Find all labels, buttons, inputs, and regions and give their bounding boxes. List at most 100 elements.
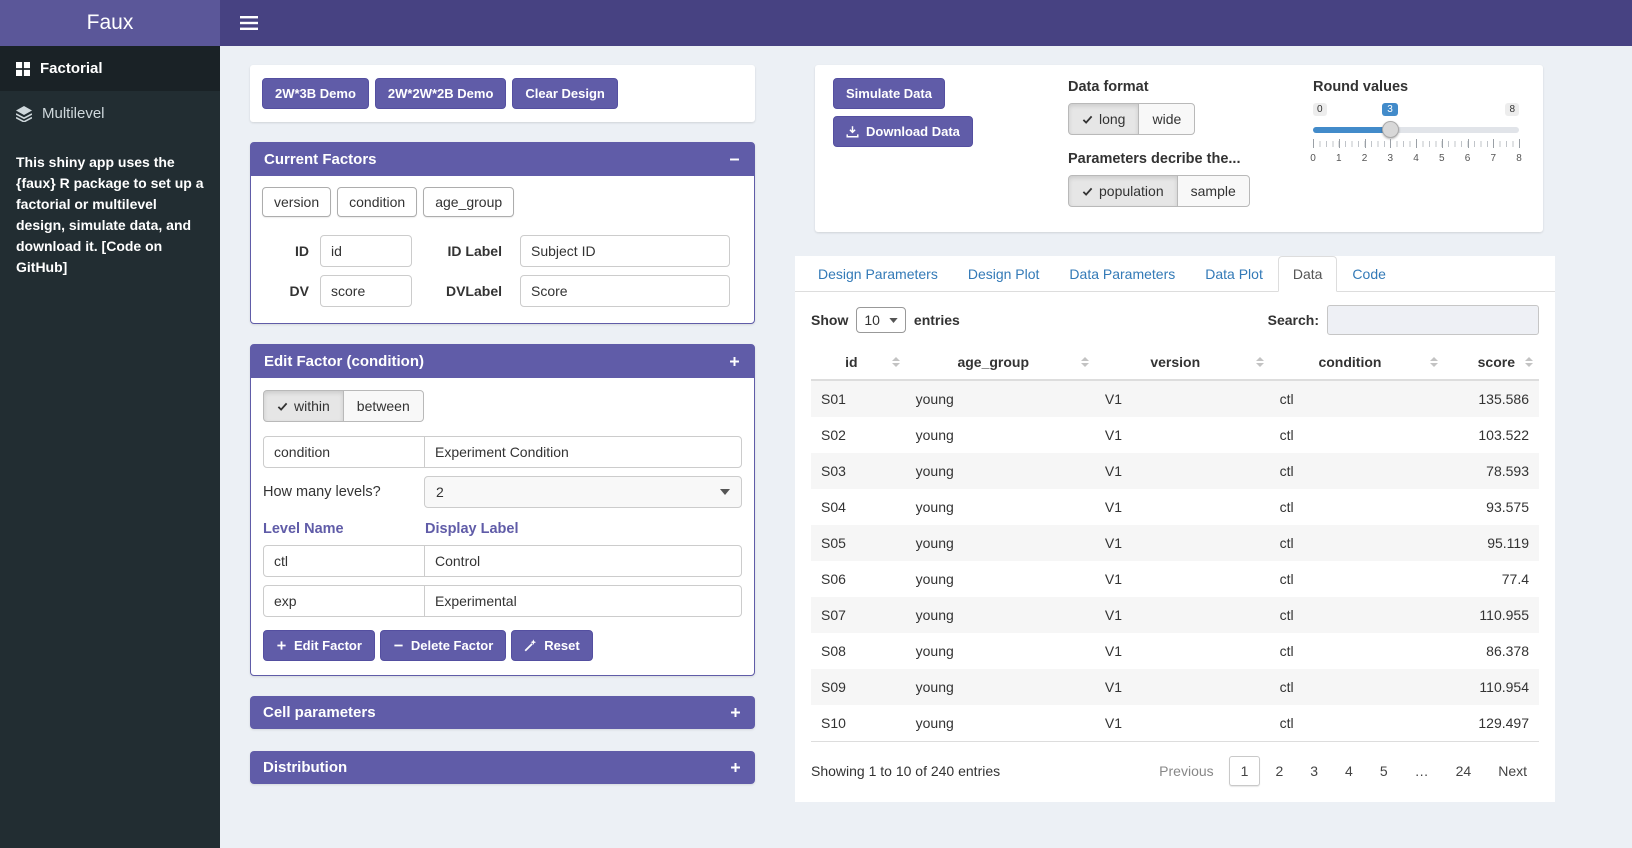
column-header-id[interactable]: id: [811, 345, 906, 381]
grid-icon: [16, 61, 30, 76]
table-controls: Show 10 entries Search:: [795, 292, 1555, 345]
slider-tick-label: 0: [1310, 153, 1316, 164]
cell-parameters-header[interactable]: Cell parameters: [250, 696, 755, 729]
collapse-minus-icon[interactable]: [728, 153, 741, 166]
demo-2w3b-button[interactable]: 2W*3B Demo: [262, 78, 369, 109]
tab-data-plot[interactable]: Data Plot: [1205, 266, 1263, 282]
clear-design-button[interactable]: Clear Design: [512, 78, 618, 109]
cell-condition: ctl: [1279, 679, 1294, 695]
collapse-plus-icon[interactable]: [728, 355, 741, 368]
panel-title: Edit Factor (condition): [264, 353, 424, 370]
tab-data-parameters[interactable]: Data Parameters: [1069, 266, 1176, 282]
brand-logo[interactable]: Faux: [0, 0, 220, 46]
sidebar-item-label: Factorial: [40, 60, 103, 77]
download-data-button[interactable]: Download Data: [833, 116, 973, 147]
current-factors-header[interactable]: Current Factors: [251, 143, 754, 176]
page-button-24[interactable]: 24: [1455, 763, 1472, 779]
cell-condition: ctl: [1279, 715, 1294, 731]
data-card: Design Parameters Design Plot Data Param…: [795, 256, 1555, 802]
tab-code[interactable]: Code: [1352, 266, 1386, 282]
levels-count-select[interactable]: 2: [423, 476, 742, 508]
id-label-input[interactable]: [520, 235, 730, 267]
cell-condition: ctl: [1279, 535, 1294, 551]
cell-score: 110.954: [1479, 679, 1529, 695]
level-1-label-input[interactable]: [424, 545, 742, 577]
column-header-score[interactable]: score: [1444, 345, 1539, 381]
collapse-plus-icon[interactable]: [729, 706, 742, 719]
delete-factor-button[interactable]: Delete Factor: [379, 630, 507, 661]
between-toggle[interactable]: between: [342, 390, 424, 422]
factor-chip[interactable]: condition: [337, 187, 418, 217]
search-label: Search:: [1267, 312, 1319, 328]
column-header-condition[interactable]: condition: [1269, 345, 1445, 381]
sidebar-toggle[interactable]: [240, 16, 258, 30]
sidebar-item-factorial[interactable]: Factorial: [0, 46, 220, 91]
menu-icon: [240, 16, 258, 30]
slider-track[interactable]: [1313, 127, 1519, 133]
page-button-5[interactable]: 5: [1379, 763, 1388, 779]
reset-button[interactable]: Reset: [511, 630, 593, 661]
tab-bar: Design Parameters Design Plot Data Param…: [795, 256, 1555, 292]
previous-page-button[interactable]: Previous: [1159, 763, 1214, 779]
pagination: Previous 1 2 3 4 5 … 24 Next: [1147, 756, 1539, 786]
wide-toggle[interactable]: wide: [1138, 103, 1196, 135]
tab-data[interactable]: Data: [1277, 256, 1338, 292]
levels-count-row: How many levels? 2: [263, 476, 742, 508]
table-header-row: id age_group version condition score: [811, 345, 1539, 381]
table-row: S05 young V1 ctl 95.119: [811, 525, 1539, 561]
parameters-describe-toggle: population sample: [1068, 175, 1250, 207]
toggle-label: within: [294, 398, 330, 414]
panel-title: Current Factors: [264, 151, 377, 168]
level-2-name-input[interactable]: [263, 585, 425, 617]
sort-icon: [1430, 357, 1439, 367]
table-row: S09 young V1 ctl 110.954: [811, 669, 1539, 705]
level-1-name-input[interactable]: [263, 545, 425, 577]
page-button-2[interactable]: 2: [1275, 763, 1284, 779]
id-input[interactable]: [320, 235, 412, 267]
cell-id: S02: [821, 427, 846, 443]
github-link[interactable]: [Code on GitHub]: [16, 238, 163, 275]
long-toggle[interactable]: long: [1068, 103, 1140, 135]
cell-version: V1: [1104, 643, 1123, 659]
next-page-button[interactable]: Next: [1498, 763, 1527, 779]
collapse-plus-icon[interactable]: [729, 761, 742, 774]
factor-label-input[interactable]: [424, 436, 742, 468]
level-2-label-input[interactable]: [424, 585, 742, 617]
demo-2w2w2b-button[interactable]: 2W*2W*2B Demo: [374, 78, 507, 109]
factor-name-input[interactable]: [263, 436, 425, 468]
population-toggle[interactable]: population: [1068, 175, 1178, 207]
sample-toggle[interactable]: sample: [1176, 175, 1250, 207]
cell-condition: ctl: [1279, 499, 1294, 515]
distribution-header[interactable]: Distribution: [250, 751, 755, 784]
page-button-1[interactable]: 1: [1228, 756, 1261, 786]
page-size-select[interactable]: 10: [856, 307, 906, 333]
dv-label-input[interactable]: [520, 275, 730, 307]
cell-condition: ctl: [1279, 571, 1294, 587]
sidebar-description: This shiny app uses the {faux} R package…: [0, 136, 220, 278]
sidebar-item-multilevel[interactable]: Multilevel: [0, 91, 220, 136]
levels-count-value: 2: [435, 484, 444, 500]
page-button-3[interactable]: 3: [1310, 763, 1319, 779]
column-header-age-group[interactable]: age_group: [905, 345, 1095, 381]
edit-factor-button[interactable]: Edit Factor: [263, 630, 375, 661]
factor-chip[interactable]: version: [262, 187, 332, 217]
slider-tick-label: 7: [1490, 153, 1497, 164]
slider-min-label: 0: [1313, 103, 1327, 116]
simulate-data-button[interactable]: Simulate Data: [833, 78, 945, 109]
column-header-version[interactable]: version: [1094, 345, 1270, 381]
distribution-panel: Distribution: [250, 751, 755, 784]
within-toggle[interactable]: within: [263, 390, 344, 422]
sidebar-item-label: Multilevel: [42, 105, 105, 122]
slider-handle[interactable]: [1382, 121, 1400, 138]
factor-chip[interactable]: age_group: [423, 187, 515, 217]
dv-input[interactable]: [320, 275, 412, 307]
cell-id: S04: [821, 499, 846, 515]
tab-design-plot[interactable]: Design Plot: [967, 266, 1040, 282]
cell-age-group: young: [915, 643, 954, 659]
cell-score: 135.586: [1478, 391, 1529, 407]
page-button-4[interactable]: 4: [1345, 763, 1353, 779]
dv-label-label: DVLabel: [445, 283, 502, 299]
edit-factor-header[interactable]: Edit Factor (condition): [251, 345, 754, 378]
search-input[interactable]: [1327, 305, 1539, 335]
tab-design-parameters[interactable]: Design Parameters: [818, 266, 938, 282]
